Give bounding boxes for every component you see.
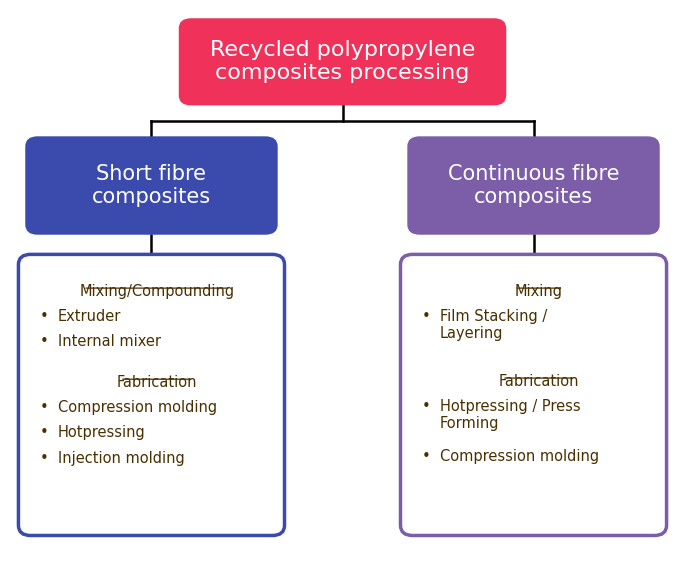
Text: Mixing/Compounding: Mixing/Compounding bbox=[79, 284, 234, 299]
FancyBboxPatch shape bbox=[401, 254, 667, 536]
Text: Mixing: Mixing bbox=[515, 284, 563, 299]
FancyBboxPatch shape bbox=[179, 18, 506, 106]
FancyBboxPatch shape bbox=[25, 136, 277, 234]
Text: Film Stacking /
Layering: Film Stacking / Layering bbox=[440, 309, 547, 341]
Text: Compression molding: Compression molding bbox=[440, 450, 599, 464]
Text: •: • bbox=[40, 400, 49, 415]
Text: •: • bbox=[422, 399, 431, 414]
Text: Fabrication: Fabrication bbox=[116, 375, 197, 390]
Text: Extruder: Extruder bbox=[58, 309, 121, 324]
Text: •: • bbox=[40, 309, 49, 324]
Text: •: • bbox=[40, 334, 49, 349]
Text: Hotpressing / Press
Forming: Hotpressing / Press Forming bbox=[440, 399, 581, 431]
FancyBboxPatch shape bbox=[408, 136, 660, 234]
Text: Fabrication: Fabrication bbox=[499, 373, 579, 389]
FancyBboxPatch shape bbox=[18, 254, 284, 536]
Text: •: • bbox=[422, 309, 431, 324]
Text: Internal mixer: Internal mixer bbox=[58, 334, 161, 349]
Text: •: • bbox=[40, 451, 49, 466]
Text: Injection molding: Injection molding bbox=[58, 451, 185, 466]
Text: •: • bbox=[422, 450, 431, 464]
Text: •: • bbox=[40, 425, 49, 440]
Text: Recycled polypropylene
composites processing: Recycled polypropylene composites proces… bbox=[210, 40, 475, 84]
Text: Compression molding: Compression molding bbox=[58, 400, 217, 415]
Text: Continuous fibre
composites: Continuous fibre composites bbox=[448, 164, 619, 207]
Text: Short fibre
composites: Short fibre composites bbox=[92, 164, 211, 207]
Text: Hotpressing: Hotpressing bbox=[58, 425, 146, 440]
